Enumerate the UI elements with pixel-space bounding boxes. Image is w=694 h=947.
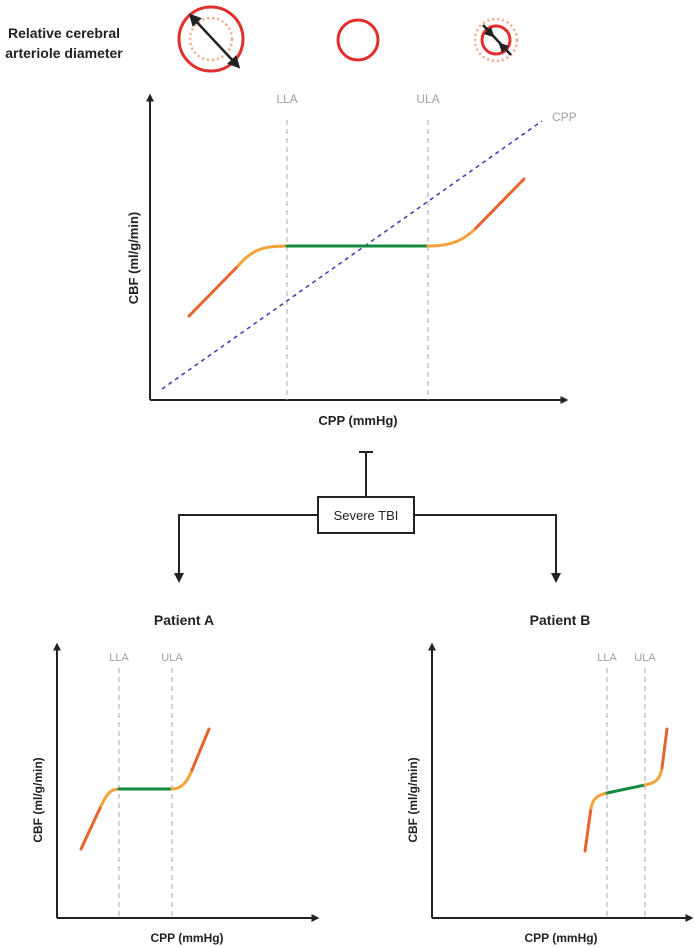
patient-b-chart: LLA ULA CBF (ml/g/min) CPP (mmHg) [406, 642, 694, 945]
baseline-vessel-icon [336, 18, 380, 62]
patient-b-title: Patient B [530, 612, 591, 628]
main-x-label: CPP (mmHg) [318, 413, 397, 428]
cpp-line-label: CPP [552, 110, 577, 124]
patient-b-ula-label: ULA [634, 652, 656, 664]
patient-b-curve-high-linear [660, 727, 669, 770]
main-curve-low-linear [187, 264, 240, 318]
tbi-box-label: Severe TBI [334, 508, 399, 523]
patient-b-plateau [605, 783, 647, 795]
main-chart: LLA ULA CPP CBF (ml/g/min) CPP (mmHg) [126, 92, 577, 428]
diameter-label-line1: Relative cerebral [8, 25, 120, 41]
main-ula-label: ULA [416, 92, 439, 106]
patient-a-curve-high-linear [190, 727, 211, 772]
main-lla-label: LLA [276, 92, 297, 106]
patient-a-y-label: CBF (ml/g/min) [31, 757, 45, 842]
cpp-identity-line [161, 120, 543, 390]
main-y-label: CBF (ml/g/min) [126, 212, 141, 304]
patient-b-y-label: CBF (ml/g/min) [406, 757, 420, 842]
diameter-label-line2: arteriole diameter [5, 45, 123, 61]
patient-a-curve-low-knee [99, 787, 121, 808]
patient-b-curve-high-knee [643, 766, 664, 787]
main-curve-low-knee [236, 244, 289, 268]
tbi-connector: Severe TBI [174, 451, 561, 583]
patient-a-lla-label: LLA [109, 652, 129, 664]
constricted-vessel-icon [473, 17, 519, 63]
patient-a-ula-label: ULA [161, 652, 183, 664]
patient-b-lla-label: LLA [597, 652, 617, 664]
patient-a-x-label: CPP (mmHg) [150, 931, 223, 945]
tbi-box [317, 496, 415, 534]
patient-a-chart: LLA ULA CBF (ml/g/min) CPP (mmHg) [31, 642, 320, 945]
patient-a-curve-high-knee [170, 768, 194, 791]
patient-b-curve-low-knee [589, 791, 609, 810]
patient-b-x-label: CPP (mmHg) [524, 931, 597, 945]
patient-b-curve-low-linear [583, 806, 593, 853]
dilated-vessel-icon [177, 5, 245, 73]
patient-a-title: Patient A [154, 612, 214, 628]
main-curve-high-knee [426, 226, 478, 248]
patient-a-curve-low-linear [79, 804, 103, 851]
main-curve-high-linear [474, 177, 526, 230]
